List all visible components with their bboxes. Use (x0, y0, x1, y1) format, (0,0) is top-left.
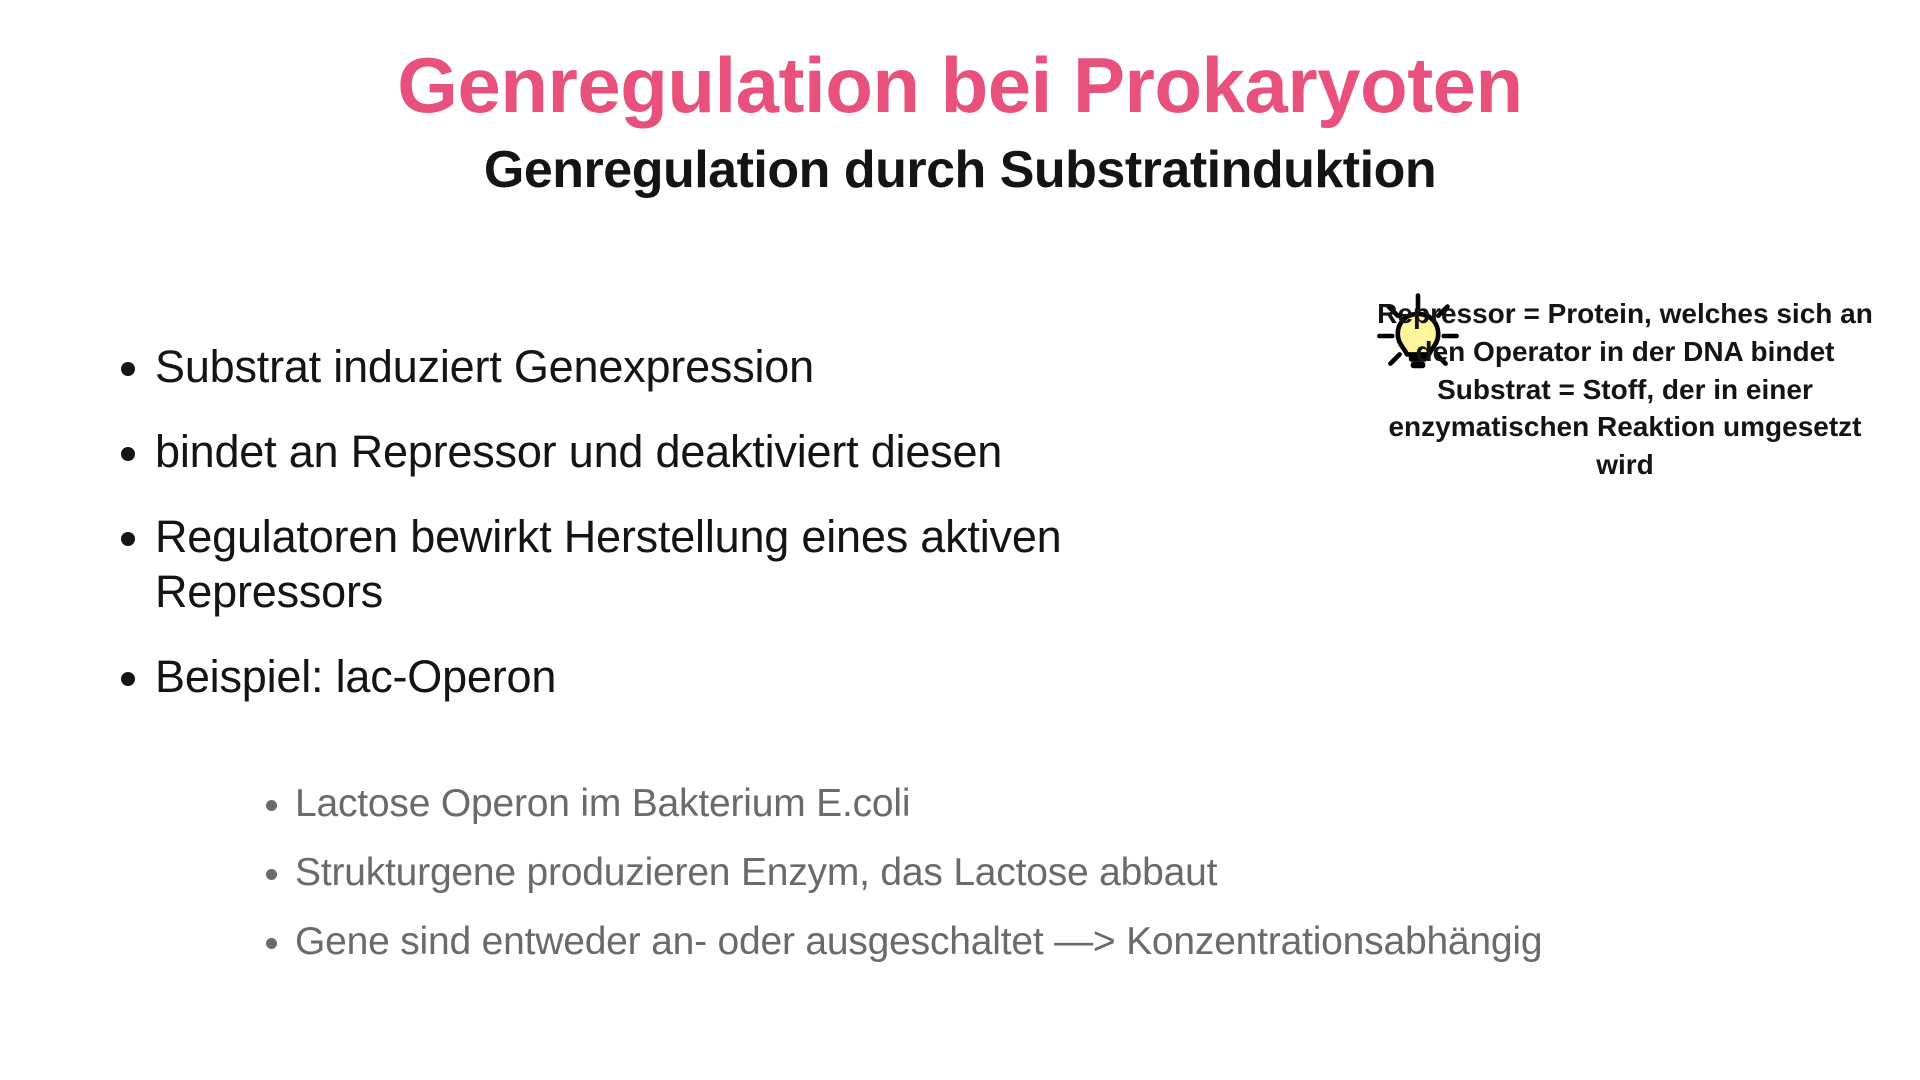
sub-bullet-item: Gene sind entweder an- oder ausgeschalte… (295, 918, 1895, 967)
definition-note: Repressor = Protein, welches sich an den… (1370, 295, 1880, 484)
sub-bullet-item: Lactose Operon im Bakterium E.coli (295, 780, 1895, 829)
bullet-item: bindet an Repressor und deaktiviert dies… (155, 425, 1115, 480)
slide: Genregulation bei Prokaryoten Genregulat… (0, 0, 1920, 1080)
sub-bullets: Lactose Operon im Bakterium E.coli Struk… (245, 780, 1895, 986)
slide-subtitle: Genregulation durch Substratinduktion (0, 140, 1920, 200)
slide-title: Genregulation bei Prokaryoten (0, 40, 1920, 131)
bullet-item: Beispiel: lac-Operon (155, 650, 1115, 705)
note-line: Substrat = Stoff, der in einer enzymatis… (1370, 371, 1880, 484)
bullet-item: Substrat induziert Genexpression (155, 340, 1115, 395)
note-line: Repressor = Protein, welches sich an den… (1370, 295, 1880, 371)
bullet-item: Regulatoren bewirkt Herstellung eines ak… (155, 510, 1115, 620)
sub-bullet-item: Strukturgene produzieren Enzym, das Lact… (295, 849, 1895, 898)
main-bullets: Substrat induziert Genexpression bindet … (95, 340, 1115, 734)
